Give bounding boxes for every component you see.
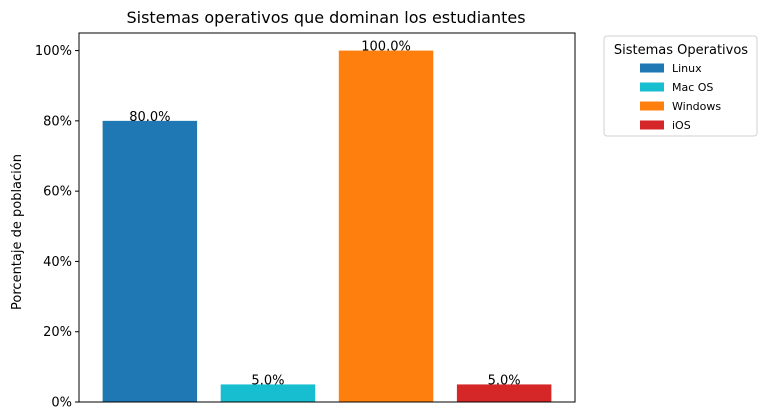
y-tick-label: 40% [43, 255, 72, 270]
legend: Sistemas Operativos Linux Mac OS Windows iO… [603, 35, 758, 137]
legend-label-linux: Linux [672, 62, 702, 75]
y-axis-ticks: 0% 20% 40% 60% 80% 100% [35, 44, 79, 411]
data-label-ios: 5.0% [488, 373, 521, 388]
legend-swatch-mac-os [640, 82, 664, 92]
data-label-mac-os: 5.0% [251, 373, 284, 388]
bar-windows [338, 50, 434, 402]
legend-label-mac-os: Mac OS [672, 81, 713, 94]
plot-frame [78, 32, 576, 403]
y-tick-label: 100% [35, 44, 72, 59]
legend-box [603, 35, 758, 137]
y-axis-label: Porcentaje de población [10, 154, 25, 310]
legend-swatch-linux [640, 63, 664, 73]
bar-linux [102, 120, 198, 402]
y-tick-label: 80% [43, 114, 72, 129]
data-labels-group: 80.0% 5.0% 100.0% 5.0% [129, 40, 520, 389]
bar-ios [456, 384, 552, 402]
y-tick-label: 20% [43, 325, 72, 340]
y-tick-label: 60% [43, 185, 72, 200]
bars-group [102, 50, 552, 402]
data-label-windows: 100.0% [361, 40, 411, 55]
bar-mac-os [220, 384, 316, 402]
chart-title: Sistemas operativos que dominan los estu… [126, 8, 525, 27]
data-label-linux: 80.0% [129, 110, 170, 125]
legend-label-windows: Windows [672, 100, 721, 113]
legend-swatch-ios [640, 120, 664, 130]
y-tick-label: 0% [51, 396, 72, 411]
legend-label-ios: iOS [672, 119, 691, 132]
legend-title: Sistemas Operativos [614, 43, 748, 58]
legend-swatch-windows [640, 101, 664, 111]
